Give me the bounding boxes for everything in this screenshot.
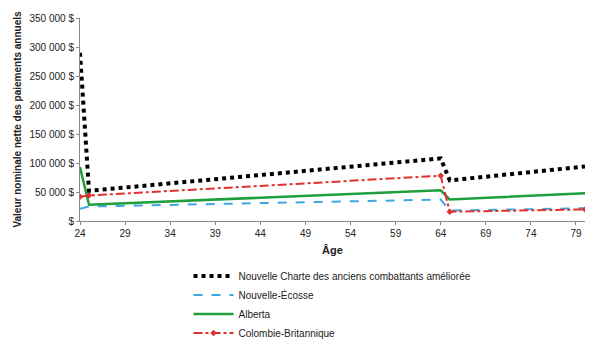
svg-text:Nouvelle-Écosse: Nouvelle-Écosse xyxy=(239,289,314,301)
svg-text:50 000 $: 50 000 $ xyxy=(35,187,74,198)
svg-text:$: $ xyxy=(68,216,74,227)
svg-text:74: 74 xyxy=(525,228,537,239)
svg-text:59: 59 xyxy=(390,228,402,239)
svg-text:44: 44 xyxy=(255,228,267,239)
svg-text:150 000 $: 150 000 $ xyxy=(30,129,75,140)
svg-text:Valeur nominale nette des paie: Valeur nominale nette des paiements annu… xyxy=(12,11,23,228)
svg-text:49: 49 xyxy=(300,228,312,239)
svg-text:69: 69 xyxy=(480,228,492,239)
svg-text:350 000 $: 350 000 $ xyxy=(30,13,75,24)
svg-text:Âge: Âge xyxy=(322,244,343,256)
svg-text:200 000 $: 200 000 $ xyxy=(30,100,75,111)
svg-text:64: 64 xyxy=(435,228,447,239)
svg-text:79: 79 xyxy=(570,228,582,239)
svg-text:Colombie-Britannique: Colombie-Britannique xyxy=(239,328,336,339)
svg-text:54: 54 xyxy=(345,228,357,239)
svg-text:100 000 $: 100 000 $ xyxy=(30,158,75,169)
svg-text:39: 39 xyxy=(210,228,222,239)
svg-text:29: 29 xyxy=(120,228,132,239)
svg-text:Alberta: Alberta xyxy=(239,309,271,320)
svg-text:34: 34 xyxy=(165,228,177,239)
svg-text:300 000 $: 300 000 $ xyxy=(30,42,75,53)
svg-text:24: 24 xyxy=(74,228,86,239)
svg-text:Nouvelle Charte des anciens co: Nouvelle Charte des anciens combattants … xyxy=(239,271,471,282)
svg-text:250 000 $: 250 000 $ xyxy=(30,71,75,82)
